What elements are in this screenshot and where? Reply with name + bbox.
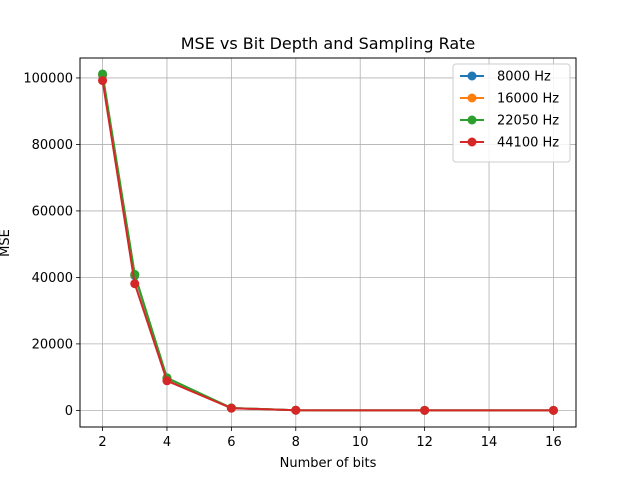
y-tick-label: 60000 <box>32 204 73 219</box>
y-axis-label: MSE <box>0 229 13 257</box>
plot-frame <box>79 57 577 428</box>
legend-box <box>452 63 571 163</box>
legend-swatch-marker <box>467 137 477 147</box>
legend: 8000 Hz 16000 Hz 22050 Hz 44100 Hz <box>452 63 571 163</box>
data-point-44100-hz <box>226 403 236 413</box>
x-tick-label: 6 <box>227 435 235 450</box>
legend-swatch-marker <box>467 115 477 125</box>
x-tick-label: 8 <box>292 435 300 450</box>
x-tick-label: 10 <box>352 435 369 450</box>
axis-ticks: 2 4 6 8 10 12 14 16 0 20000 40000 60000 80000 100000 <box>23 71 561 450</box>
y-tick-label: 100000 <box>23 71 73 86</box>
y-tick-label: 40000 <box>32 271 73 286</box>
legend-label: 8000 Hz <box>497 70 551 85</box>
chart-title: MSE vs Bit Depth and Sampling Rate <box>181 34 476 53</box>
legend-label: 22050 Hz <box>497 114 559 129</box>
y-tick-label: 0 <box>65 404 73 419</box>
data-point-44100-hz <box>548 405 558 415</box>
x-tick-label: 16 <box>545 435 562 450</box>
x-axis-label: Number of bits <box>280 456 377 471</box>
y-tick-label: 80000 <box>32 138 73 153</box>
legend-swatch-marker <box>467 93 477 103</box>
legend-label: 16000 Hz <box>497 92 559 107</box>
data-point-22050-hz <box>98 69 108 79</box>
x-tick-label: 12 <box>416 435 433 450</box>
legend-label: 44100 Hz <box>497 136 559 151</box>
legend-swatch-marker <box>467 71 477 81</box>
data-point-44100-hz <box>291 405 301 415</box>
data-point-44100-hz <box>420 405 430 415</box>
data-point-44100-hz <box>162 376 172 386</box>
data-point-44100-hz <box>98 76 108 86</box>
x-tick-label: 2 <box>98 435 106 450</box>
x-tick-label: 14 <box>481 435 498 450</box>
x-tick-label: 4 <box>163 435 171 450</box>
y-tick-label: 20000 <box>32 337 73 352</box>
data-point-44100-hz <box>130 279 140 289</box>
series-lines <box>98 69 558 415</box>
